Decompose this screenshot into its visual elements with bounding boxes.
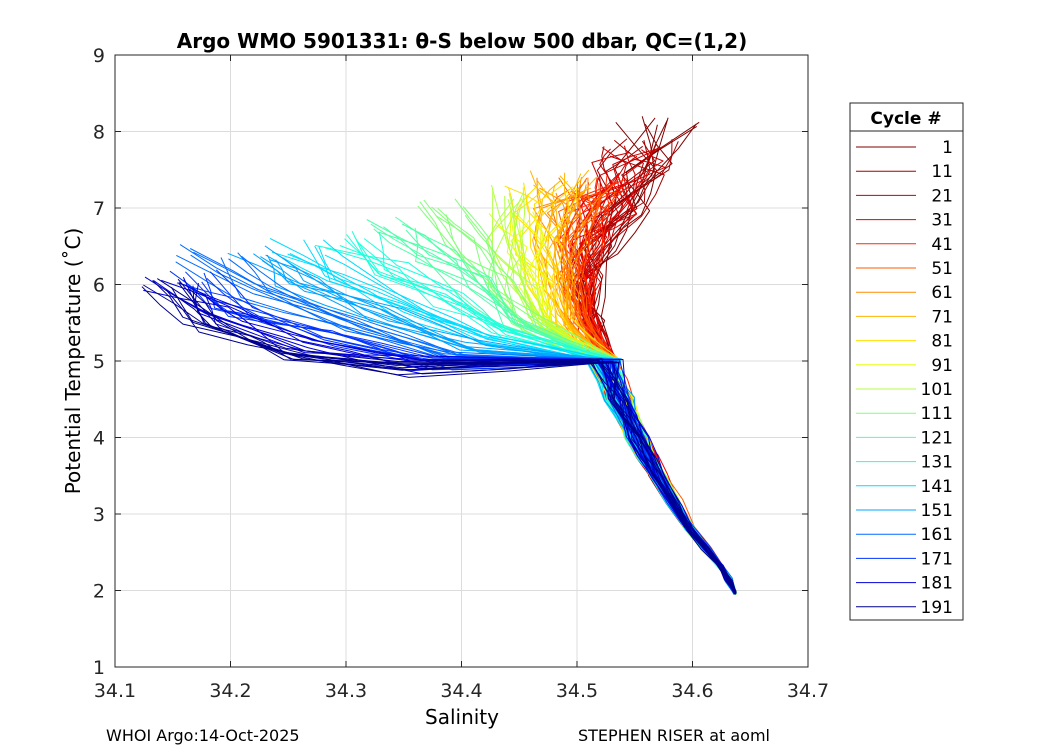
x-tick-label: 34.4: [440, 680, 482, 702]
y-tick-label: 9: [93, 45, 105, 67]
legend-label-111: 111: [921, 404, 953, 424]
legend-label-51: 51: [931, 259, 953, 279]
series-line-cycle-191: [152, 280, 736, 592]
legend-label-61: 61: [931, 283, 953, 303]
x-tick-label: 34.7: [787, 680, 829, 702]
series-line-cycle-191: [177, 278, 736, 593]
footer-credit: WHOI Argo:14-Oct-2025: [106, 726, 300, 745]
legend: Cycle # 11121314151617181911011111211311…: [849, 102, 964, 621]
series-lines: [141, 116, 737, 595]
legend-label-121: 121: [921, 428, 953, 448]
x-tick-label: 34.2: [209, 680, 251, 702]
plot-area: 34.1 34.2 34.3 34.4 34.5 34.6 34.7 1 2 3 4 5 6 7 8 9: [93, 45, 829, 702]
legend-label-151: 151: [921, 501, 953, 521]
legend-entries: 1112131415161718191101111121131141151161…: [856, 138, 953, 618]
y-axis-label: Potential Temperature (˚C): [61, 228, 85, 495]
legend-label-181: 181: [921, 574, 953, 594]
series-line-cycle-191: [165, 289, 736, 595]
y-tick-label: 5: [93, 351, 105, 373]
legend-label-41: 41: [931, 235, 953, 255]
y-tick-label: 1: [93, 657, 105, 679]
legend-label-31: 31: [931, 211, 953, 231]
series-line-cycle-191: [141, 286, 737, 594]
chart-title: Argo WMO 5901331: θ-S below 500 dbar, QC…: [177, 29, 747, 53]
footer-operator: STEPHEN RISER at aoml: [578, 726, 770, 745]
y-tick-label: 8: [93, 122, 105, 144]
x-axis-label: Salinity: [425, 705, 499, 729]
series-line-cycle-181: [153, 280, 736, 593]
y-tick-label: 4: [93, 428, 105, 450]
x-tick-label: 34.6: [671, 680, 713, 702]
legend-label-171: 171: [921, 549, 953, 569]
legend-label-101: 101: [921, 380, 953, 400]
legend-label-11: 11: [931, 162, 953, 182]
legend-title: Cycle #: [870, 109, 941, 129]
legend-label-131: 131: [921, 453, 953, 473]
y-tick-label: 3: [93, 504, 105, 526]
y-tick-label: 2: [93, 581, 105, 603]
legend-label-91: 91: [931, 356, 953, 376]
x-tick-label: 34.3: [325, 680, 367, 702]
legend-label-21: 21: [931, 186, 953, 206]
legend-label-71: 71: [931, 307, 953, 327]
y-tick-label: 6: [93, 275, 105, 297]
legend-label-161: 161: [921, 525, 953, 545]
x-tick-label: 34.1: [94, 680, 136, 702]
y-tick-label: 7: [93, 198, 105, 220]
legend-label-191: 191: [921, 598, 953, 618]
legend-label-81: 81: [931, 332, 953, 352]
legend-label-1: 1: [942, 138, 953, 158]
axis-ticks: 34.1 34.2 34.3 34.4 34.5 34.6 34.7 1 2 3 4 5 6 7 8 9: [93, 45, 829, 702]
legend-label-141: 141: [921, 477, 953, 497]
x-tick-label: 34.5: [556, 680, 598, 702]
